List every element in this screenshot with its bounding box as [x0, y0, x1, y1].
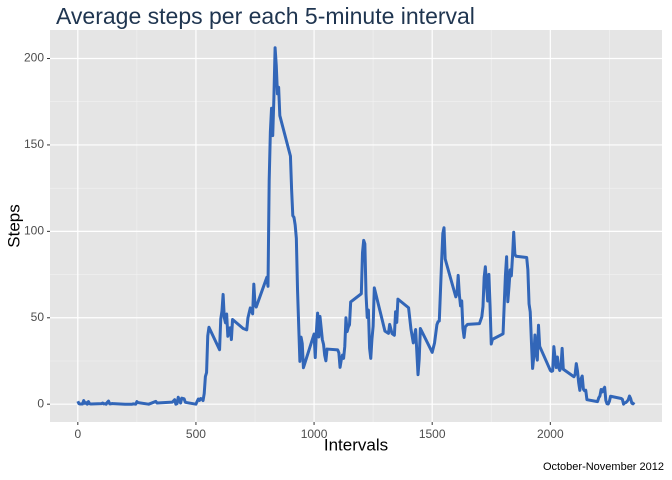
caption: October-November 2012	[543, 461, 664, 473]
x-tick-label: 1000	[301, 427, 328, 441]
line	[76, 46, 636, 406]
plot-panel	[50, 30, 662, 422]
x-tick-label: 0	[74, 427, 81, 441]
y-axis-title: Steps	[4, 204, 23, 247]
y-tick-label: 150	[24, 137, 44, 151]
x-tick-label: 1500	[419, 427, 446, 441]
y-tick-label: 50	[31, 310, 45, 324]
chart-title: Average steps per each 5-minute interval	[56, 3, 475, 29]
y-tick-label: 200	[24, 51, 44, 65]
x-axis-title: Intervals	[324, 435, 388, 454]
x-tick-label: 2000	[537, 427, 564, 441]
y-tick-label: 100	[24, 224, 44, 238]
x-tick-label: 500	[186, 427, 206, 441]
y-tick-label: 0	[37, 396, 44, 410]
